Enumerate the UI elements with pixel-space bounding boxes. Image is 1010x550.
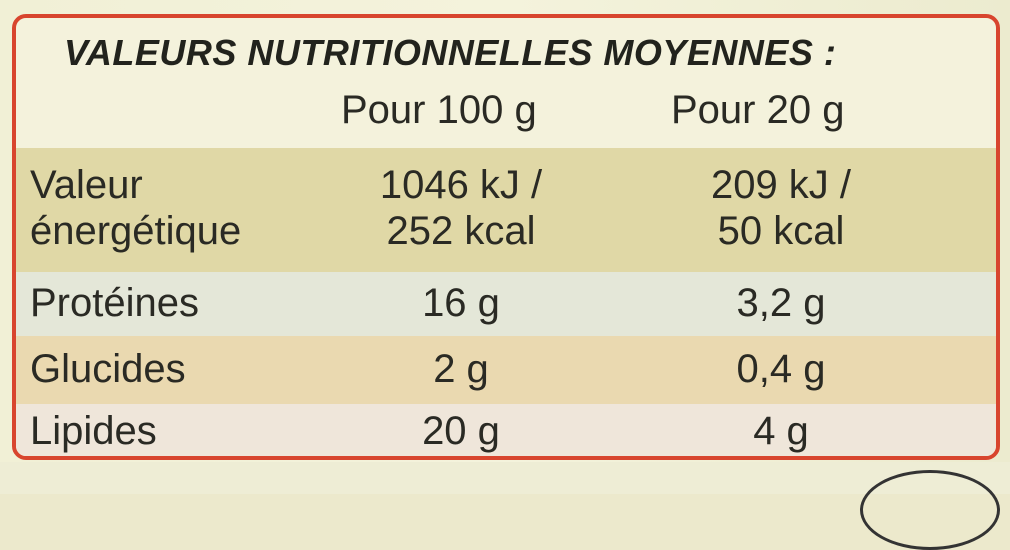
row-label-line1: Valeur [30,163,143,207]
column-header-per-100g: Pour 100 g [341,88,537,132]
energy-kcal-per-20g: 50 kcal [717,209,845,253]
row-label-glucides: Glucides [30,347,186,391]
lipides-per-100g: 20 g [422,409,500,453]
table-row-energy: Valeur énergétique 1046 kJ / 252 kcal 20… [16,148,996,272]
glucides-per-20g: 0,4 g [736,347,826,391]
table-title: VALEURS NUTRITIONNELLES MOYENNES : [64,32,837,73]
proteins-per-100g: 16 g [422,281,500,325]
energy-kcal-per-100g: 252 kcal [386,209,536,253]
circle-logo-icon [860,470,1000,550]
table-row-lipides: Lipides 20 g 4 g [16,404,996,456]
energy-kj-per-20g: 209 kJ / [710,163,852,207]
glucides-per-100g: 2 g [433,347,489,391]
energy-value-per-20g: 209 kJ / 50 kcal [656,162,906,254]
row-label-line2: énergétique [30,209,242,253]
row-label-proteins: Protéines [30,281,199,325]
nutrition-table: VALEURS NUTRITIONNELLES MOYENNES : Pour … [12,14,1000,460]
package-bottom-strip [0,462,1010,494]
energy-kj-per-100g: 1046 kJ / [379,163,543,207]
row-label-lipides: Lipides [30,409,157,453]
column-header-per-20g: Pour 20 g [671,88,845,132]
energy-value-per-100g: 1046 kJ / 252 kcal [336,162,586,254]
proteins-per-20g: 3,2 g [736,281,826,325]
table-row-proteins: Protéines 16 g 3,2 g [16,272,996,336]
lipides-per-20g: 4 g [753,409,809,453]
table-row-glucides: Glucides 2 g 0,4 g [16,336,996,404]
row-label-energy: Valeur énergétique [30,162,241,254]
